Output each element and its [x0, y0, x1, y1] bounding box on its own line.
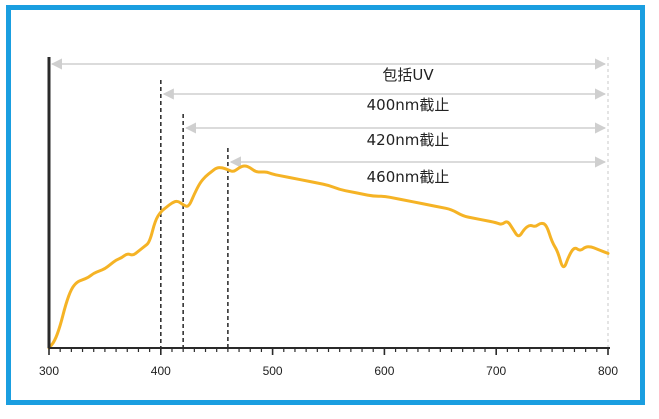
x-tick-label: 300: [39, 364, 59, 378]
x-tick-label: 700: [486, 364, 506, 378]
cutoff-label: 420nm截止: [367, 131, 450, 149]
cutoff-label: 400nm截止: [367, 96, 450, 114]
x-tick-label: 600: [374, 364, 394, 378]
cutoff-label: 包括UV: [382, 66, 434, 84]
x-tick-label: 400: [151, 364, 171, 378]
x-axis-ticks: 300 400 500 600 700 800: [39, 348, 618, 378]
spectrum-series-line: [47, 164, 610, 350]
x-tick-label: 800: [598, 364, 618, 378]
x-tick-label: 500: [263, 364, 283, 378]
cutoff-annotations: 包括UV 400nm截止 420nm截止 460nm截止: [50, 57, 609, 348]
chart-frame: [6, 5, 645, 405]
cutoff-label: 460nm截止: [367, 168, 450, 186]
